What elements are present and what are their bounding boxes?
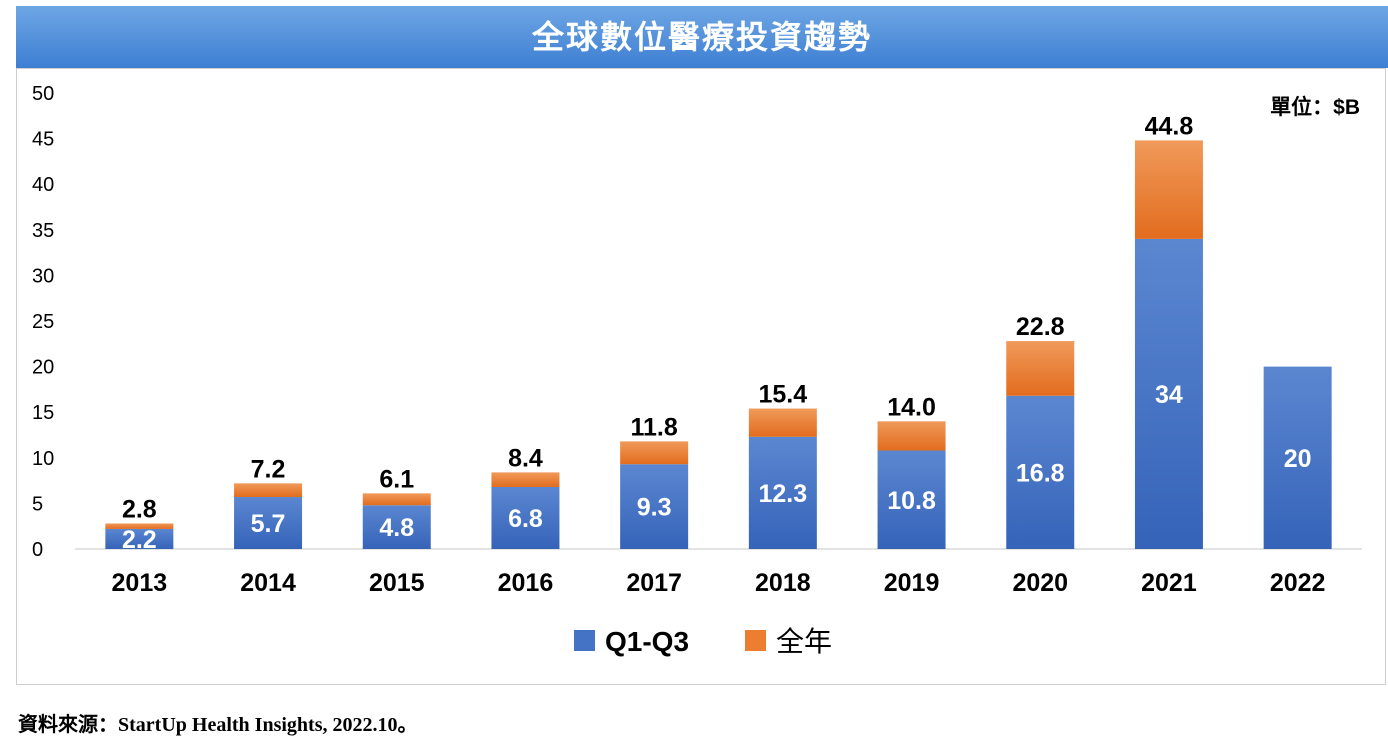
- y-tick-label: 25: [32, 311, 54, 333]
- bar-full-year: [877, 421, 946, 451]
- x-axis: 2013 2014 2015 2016 2017 2018 2019 2020 2021 2022: [112, 569, 1326, 597]
- data-label-q1q3: 4.8: [379, 514, 414, 542]
- unit-label: 單位：$B: [1270, 95, 1360, 119]
- data-label-q1q3: 16.8: [1016, 459, 1065, 487]
- data-label-q1q3: 9.3: [637, 494, 672, 522]
- bar-full-year: [491, 472, 560, 487]
- data-label-q1q3: 12.3: [759, 480, 808, 508]
- data-label-q1q3: 20: [1284, 445, 1312, 473]
- legend-label-full-year: 全年: [776, 626, 832, 657]
- x-tick-label: 2019: [884, 569, 940, 597]
- bar-q1q3: [105, 528, 174, 549]
- bar-full-year: [234, 483, 303, 498]
- y-tick-label: 15: [32, 402, 54, 424]
- bar-full-year: [620, 441, 689, 465]
- bar-q1q3: [1134, 238, 1203, 550]
- x-tick-label: 2020: [1012, 569, 1068, 597]
- y-tick-label: 40: [32, 174, 54, 196]
- data-label-total: 7.2: [251, 455, 286, 483]
- x-tick-label: 2016: [498, 569, 554, 597]
- bar-q1q3: [362, 505, 431, 549]
- x-tick-label: 2017: [626, 569, 682, 597]
- bar-q1q3: [620, 464, 689, 549]
- data-label-q1q3: 10.8: [887, 487, 936, 515]
- legend: Q1-Q3 全年: [574, 626, 832, 657]
- data-label-q1q3: 2.2: [122, 526, 157, 554]
- y-tick-label: 45: [32, 129, 54, 151]
- y-tick-label: 0: [32, 539, 43, 561]
- bar-full-year: [1006, 341, 1075, 396]
- data-label-total: 11.8: [631, 413, 678, 441]
- bar-q1q3: [491, 486, 560, 549]
- y-tick-label: 35: [32, 220, 54, 242]
- y-tick-label: 20: [32, 357, 54, 379]
- data-label-total: 22.8: [1016, 313, 1065, 341]
- bar-full-year: [362, 493, 431, 506]
- stacked-bar-chart: 單位：$B 0 5 10 15 20 25 30 35 40 45 50 2.2 2.8 5.7 7.2 4…: [32, 83, 1362, 657]
- bar-full-year: [748, 408, 817, 437]
- data-label-q1q3: 34: [1155, 381, 1183, 409]
- x-tick-label: 2021: [1141, 569, 1197, 597]
- x-tick-label: 2014: [240, 569, 296, 597]
- legend-label-q1q3: Q1-Q3: [605, 626, 689, 657]
- x-tick-label: 2015: [369, 569, 425, 597]
- bar-q1q3: [1263, 366, 1332, 549]
- bar-full-year: [1134, 140, 1203, 239]
- data-label-total: 6.1: [379, 465, 414, 493]
- bar-q1q3: [234, 497, 303, 549]
- data-label-q1q3: 5.7: [251, 510, 286, 538]
- y-tick-label: 10: [32, 448, 54, 470]
- chart-title: 全球數位醫療投資趨勢: [16, 6, 1388, 68]
- x-tick-label: 2022: [1270, 569, 1326, 597]
- legend-swatch-full-year: [745, 630, 766, 651]
- data-label-total: 2.8: [122, 495, 157, 523]
- y-tick-label: 5: [32, 493, 43, 515]
- bar-q1q3: [1006, 395, 1075, 549]
- data-label-total: 8.4: [508, 444, 543, 472]
- legend-swatch-q1q3: [574, 630, 595, 651]
- bars-group: 2.2 2.8 5.7 7.2 4.8 6.1 6.8 8.4 9.3 11.8 12.3 15.4 1…: [105, 112, 1332, 554]
- data-label-total: 15.4: [759, 381, 808, 409]
- data-label-q1q3: 6.8: [508, 505, 543, 533]
- x-tick-label: 2013: [112, 569, 168, 597]
- bar-q1q3: [748, 436, 817, 549]
- y-tick-label: 50: [32, 83, 54, 105]
- y-tick-label: 30: [32, 265, 54, 287]
- bar-q1q3: [877, 450, 946, 549]
- source-note: 資料來源：StartUp Health Insights, 2022.10。: [18, 714, 418, 736]
- x-tick-label: 2018: [755, 569, 811, 597]
- data-label-total: 14.0: [887, 393, 936, 421]
- bar-full-year: [105, 523, 174, 529]
- data-label-total: 44.8: [1145, 112, 1194, 140]
